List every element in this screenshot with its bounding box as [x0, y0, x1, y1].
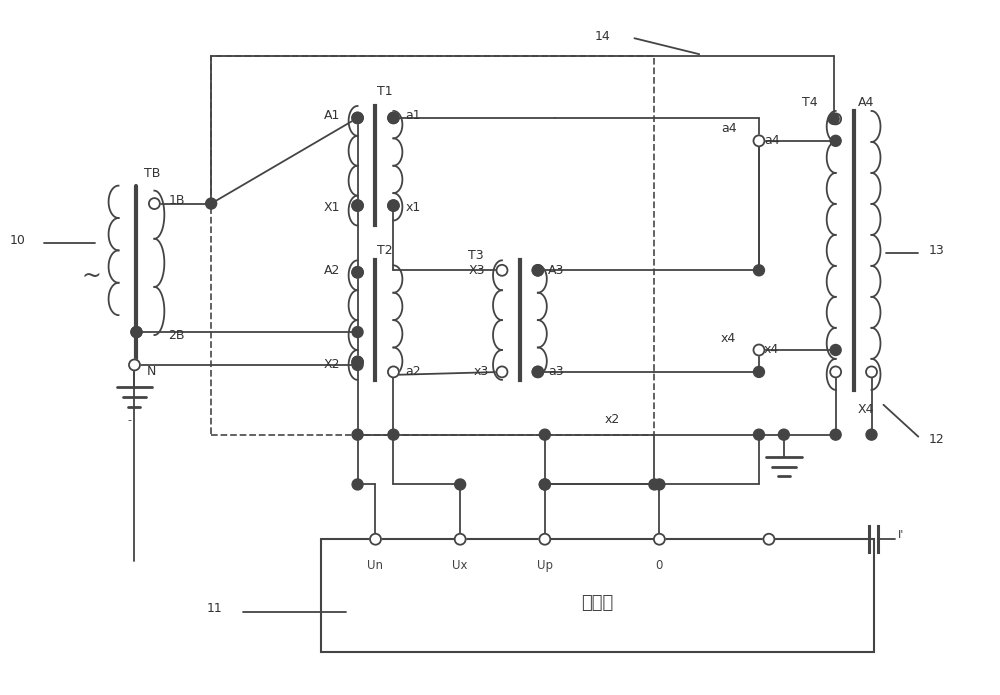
Text: X3: X3 [468, 264, 485, 277]
Text: T2: T2 [377, 244, 393, 257]
Circle shape [532, 366, 543, 377]
Circle shape [352, 113, 363, 124]
Circle shape [866, 430, 877, 440]
Circle shape [497, 366, 507, 377]
Text: 11: 11 [206, 603, 222, 616]
Text: 0: 0 [656, 559, 663, 572]
Circle shape [830, 345, 841, 355]
Circle shape [131, 327, 142, 338]
Circle shape [539, 479, 550, 490]
Circle shape [830, 136, 841, 147]
Text: a1: a1 [405, 109, 421, 122]
Text: 13: 13 [928, 244, 944, 257]
Text: TB: TB [144, 167, 161, 180]
Circle shape [753, 430, 764, 440]
Circle shape [455, 534, 466, 545]
Circle shape [455, 479, 466, 490]
Circle shape [654, 479, 665, 490]
Text: 1B: 1B [168, 194, 185, 207]
Circle shape [388, 113, 399, 124]
Circle shape [763, 534, 774, 545]
Text: ~: ~ [82, 263, 102, 287]
Circle shape [539, 430, 550, 440]
Circle shape [352, 359, 363, 370]
Text: x4: x4 [721, 332, 736, 345]
Text: A4: A4 [858, 97, 874, 110]
Text: N: N [146, 366, 156, 378]
Text: 10: 10 [10, 234, 26, 247]
Circle shape [753, 265, 764, 276]
Text: Ux: Ux [452, 559, 468, 572]
Circle shape [830, 430, 841, 440]
Text: 校验仪: 校验仪 [581, 594, 613, 612]
Circle shape [388, 200, 399, 211]
Circle shape [352, 327, 363, 338]
Text: X2: X2 [324, 359, 340, 371]
Circle shape [753, 366, 764, 377]
Text: -: - [127, 415, 131, 425]
Text: x1: x1 [405, 201, 421, 214]
Text: Up: Up [537, 559, 553, 572]
Circle shape [352, 267, 363, 278]
Text: A2: A2 [324, 264, 340, 277]
Circle shape [352, 200, 363, 211]
Circle shape [352, 200, 363, 211]
Circle shape [388, 200, 399, 211]
Text: a3: a3 [548, 366, 563, 378]
Text: x4: x4 [764, 343, 779, 357]
Circle shape [532, 366, 543, 377]
Circle shape [388, 430, 399, 440]
Circle shape [149, 198, 160, 209]
Circle shape [370, 534, 381, 545]
Circle shape [539, 479, 550, 490]
Text: X1: X1 [324, 201, 340, 214]
Circle shape [828, 113, 839, 124]
Text: a4: a4 [764, 134, 780, 147]
Circle shape [131, 327, 142, 338]
Circle shape [352, 267, 363, 278]
Circle shape [778, 430, 789, 440]
Text: x3: x3 [474, 366, 489, 378]
Text: A1: A1 [324, 109, 340, 122]
Text: 14: 14 [595, 30, 610, 43]
Text: T1: T1 [377, 85, 393, 97]
Circle shape [539, 534, 550, 545]
Text: x2: x2 [605, 414, 620, 426]
Text: 2B: 2B [168, 329, 185, 341]
Circle shape [830, 366, 841, 377]
Circle shape [532, 265, 543, 276]
Circle shape [206, 198, 217, 209]
Circle shape [352, 479, 363, 490]
Circle shape [532, 265, 543, 276]
Text: I': I' [897, 530, 904, 540]
Circle shape [753, 136, 764, 147]
Text: a4: a4 [721, 122, 737, 136]
Circle shape [352, 113, 363, 124]
Text: a2: a2 [405, 366, 421, 378]
Circle shape [497, 265, 507, 276]
Circle shape [830, 113, 841, 124]
Text: T4: T4 [802, 97, 817, 110]
Circle shape [129, 359, 140, 370]
Text: 12: 12 [928, 433, 944, 446]
Circle shape [352, 357, 363, 368]
Circle shape [388, 366, 399, 377]
Circle shape [388, 113, 399, 124]
Circle shape [753, 345, 764, 355]
Circle shape [352, 430, 363, 440]
Text: X4: X4 [858, 403, 874, 416]
Text: A3: A3 [548, 264, 564, 277]
Circle shape [866, 366, 877, 377]
Text: T3: T3 [468, 249, 484, 262]
Circle shape [649, 479, 660, 490]
Circle shape [654, 534, 665, 545]
Text: Un: Un [367, 559, 383, 572]
Circle shape [352, 357, 363, 368]
